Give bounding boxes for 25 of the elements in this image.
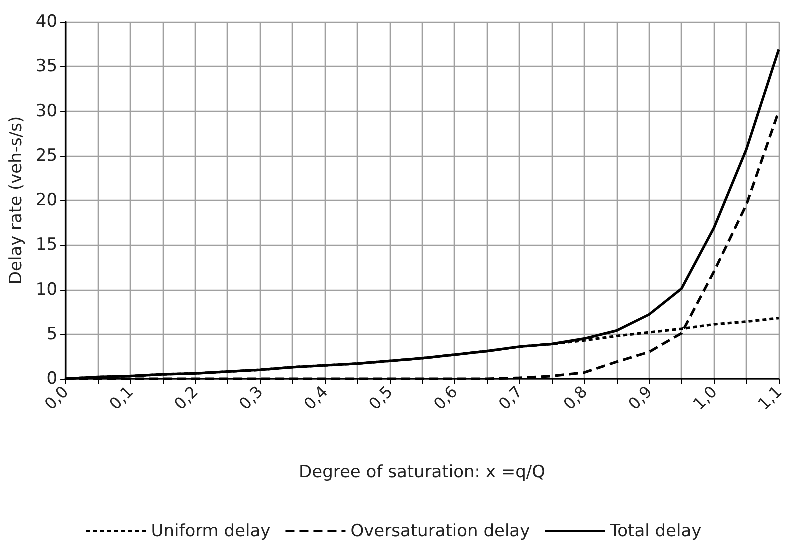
legend-label: Uniform delay xyxy=(151,522,271,542)
y-tick-label: 15 xyxy=(36,235,58,256)
y-tick-label: 40 xyxy=(36,12,58,32)
x-tick-label: 0,9 xyxy=(624,382,656,414)
y-tick-label: 10 xyxy=(36,280,58,300)
y-tick-label: 5 xyxy=(46,324,58,344)
x-tick-label: 1,1 xyxy=(754,382,786,414)
y-tick-label: 35 xyxy=(36,56,58,77)
x-tick-label: 0,7 xyxy=(494,382,526,414)
y-axis-title: Delay rate (veh-s/s) xyxy=(6,116,26,285)
x-tick-label: 0,6 xyxy=(430,382,462,414)
x-tick-label: 0,5 xyxy=(365,382,397,414)
y-tick-label: 25 xyxy=(36,146,58,166)
x-axis-title: Degree of saturation: x =q/Q xyxy=(299,462,546,482)
legend-label: Total delay xyxy=(609,522,702,542)
y-tick-label: 0 xyxy=(46,369,58,389)
x-tick-label: 0,3 xyxy=(235,382,267,414)
x-tick-label: 0,2 xyxy=(170,382,202,414)
legend-label: Oversaturation delay xyxy=(350,522,530,542)
y-tick-label: 20 xyxy=(36,190,58,210)
x-tick-label: 1,0 xyxy=(689,382,721,414)
x-tick-label: 0,8 xyxy=(560,382,592,414)
x-tick-label: 0,4 xyxy=(300,382,332,414)
y-tick-label: 30 xyxy=(36,101,58,122)
x-tick-label: 0,1 xyxy=(106,382,138,414)
